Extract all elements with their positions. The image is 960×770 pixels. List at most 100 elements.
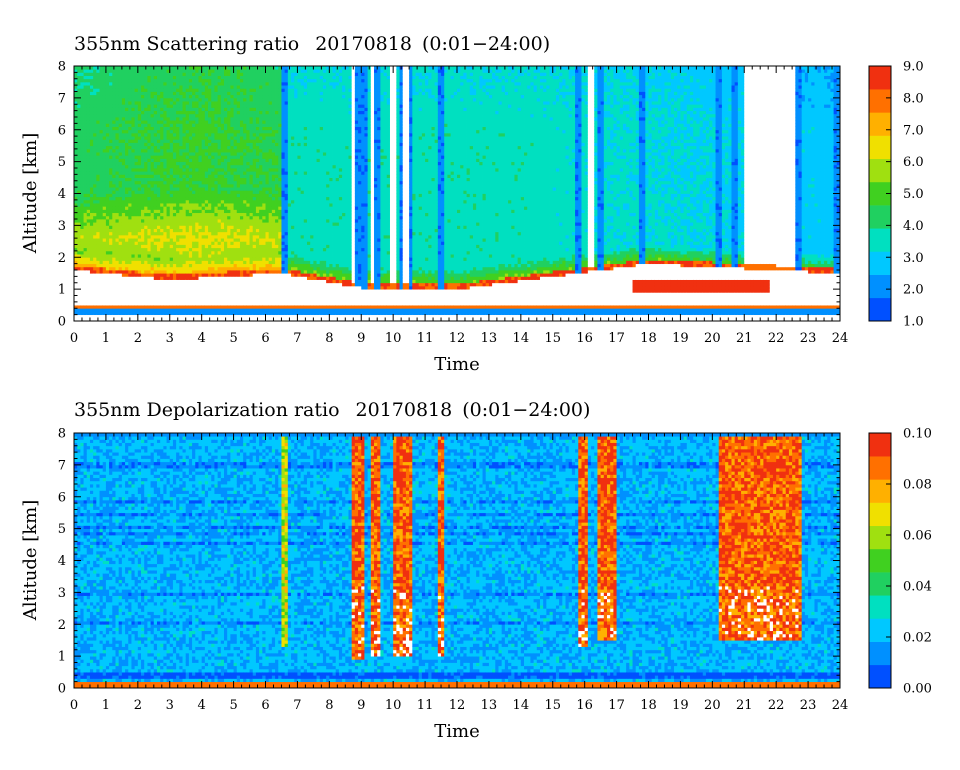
heatmap-cell (163, 270, 167, 274)
heatmap-cell (160, 196, 164, 201)
heatmap-cell (115, 311, 120, 316)
heatmap-cell (74, 101, 78, 105)
heatmap-cell (176, 104, 180, 108)
heatmap-cell (160, 107, 164, 112)
heatmap-cell (220, 91, 225, 96)
heatmap-cell (74, 311, 78, 316)
heatmap-cell (230, 212, 234, 217)
heatmap-cell (255, 107, 260, 112)
heatmap-cell (125, 174, 129, 178)
heatmap-cell (93, 279, 97, 284)
heatmap-cell (156, 247, 161, 252)
heatmap-cell (169, 317, 174, 321)
heatmap-cell (252, 72, 257, 76)
heatmap-cell (86, 85, 91, 89)
heatmap-cell (169, 120, 174, 124)
heatmap-cell (93, 301, 97, 306)
heatmap-cell (86, 206, 91, 210)
heatmap-cell (134, 212, 139, 217)
heatmap-cell (211, 199, 215, 204)
heatmap-cell (99, 107, 104, 112)
heatmap-cell (169, 215, 174, 220)
heatmap-cell (214, 164, 219, 169)
heatmap-cell (252, 126, 257, 131)
heatmap-cell (99, 228, 104, 233)
heatmap-cell (74, 225, 78, 229)
heatmap-cell (141, 317, 145, 321)
heatmap-cell (125, 101, 129, 105)
heatmap-cell (166, 177, 171, 182)
heatmap-cell (156, 282, 161, 287)
heatmap-cell (195, 222, 199, 226)
heatmap-cell (109, 279, 113, 284)
heatmap-cell (125, 85, 129, 89)
heatmap-cell (262, 228, 266, 233)
heatmap-cell (208, 187, 212, 191)
heatmap-cell (211, 110, 215, 115)
heatmap-cell (243, 260, 247, 265)
heatmap-cell (259, 107, 263, 112)
heatmap-cell (160, 273, 164, 277)
heatmap-cell (239, 203, 244, 207)
heatmap-cell (249, 196, 254, 201)
heatmap-cell (121, 254, 126, 258)
heatmap-cell (118, 72, 123, 76)
heatmap-cell (252, 190, 257, 194)
heatmap-cell (249, 97, 254, 102)
heatmap-cell (80, 168, 84, 172)
heatmap-cell (188, 260, 193, 265)
heatmap-cell (83, 136, 88, 140)
heatmap-cell (188, 263, 193, 268)
heatmap-cell (156, 298, 161, 303)
heatmap-cell (144, 81, 148, 86)
heatmap-cell (163, 292, 167, 296)
heatmap-cell (128, 101, 132, 105)
heatmap-cell (214, 292, 219, 296)
heatmap-cell (109, 209, 113, 214)
heatmap-cell (134, 317, 139, 321)
heatmap-cell (160, 85, 164, 89)
heatmap-cell (96, 263, 100, 268)
heatmap-cell (80, 222, 84, 226)
heatmap-cell (252, 171, 257, 175)
heatmap-cell (227, 250, 231, 255)
heatmap-cell (96, 136, 100, 140)
heatmap-cell (112, 142, 116, 147)
heatmap-cell (83, 254, 88, 258)
heatmap-cell (137, 148, 142, 153)
heatmap-cell (249, 244, 254, 249)
heatmap-cell (125, 129, 129, 134)
heatmap-cell (109, 164, 113, 169)
heatmap-cell (214, 219, 219, 223)
heatmap-cell (77, 266, 81, 271)
heatmap-cell (220, 247, 225, 252)
heatmap-cell (83, 132, 88, 137)
heatmap-cell (99, 199, 104, 204)
heatmap-cell (96, 279, 100, 284)
heatmap-cell (172, 254, 177, 258)
heatmap-cell (125, 81, 129, 86)
heatmap-cell (109, 187, 113, 191)
heatmap-cell (182, 270, 187, 274)
heatmap-cell (99, 311, 104, 316)
heatmap-cell (156, 305, 161, 309)
heatmap-cell (227, 212, 231, 217)
heatmap-cell (128, 285, 132, 290)
heatmap-cell (227, 193, 231, 198)
heatmap-cell (102, 292, 107, 296)
heatmap-cell (109, 94, 113, 99)
heatmap-cell (176, 94, 180, 99)
heatmap-cell (128, 177, 132, 182)
heatmap-cell (83, 199, 88, 204)
heatmap-cell (93, 104, 97, 108)
heatmap-cell (227, 120, 231, 124)
heatmap-cell (144, 228, 148, 233)
heatmap-cell (96, 301, 100, 306)
heatmap-cell (243, 117, 247, 121)
heatmap-cell (255, 120, 260, 124)
heatmap-cell (185, 161, 190, 166)
heatmap-cell (255, 177, 260, 182)
heatmap-cell (239, 276, 244, 280)
heatmap-cell (96, 219, 100, 223)
